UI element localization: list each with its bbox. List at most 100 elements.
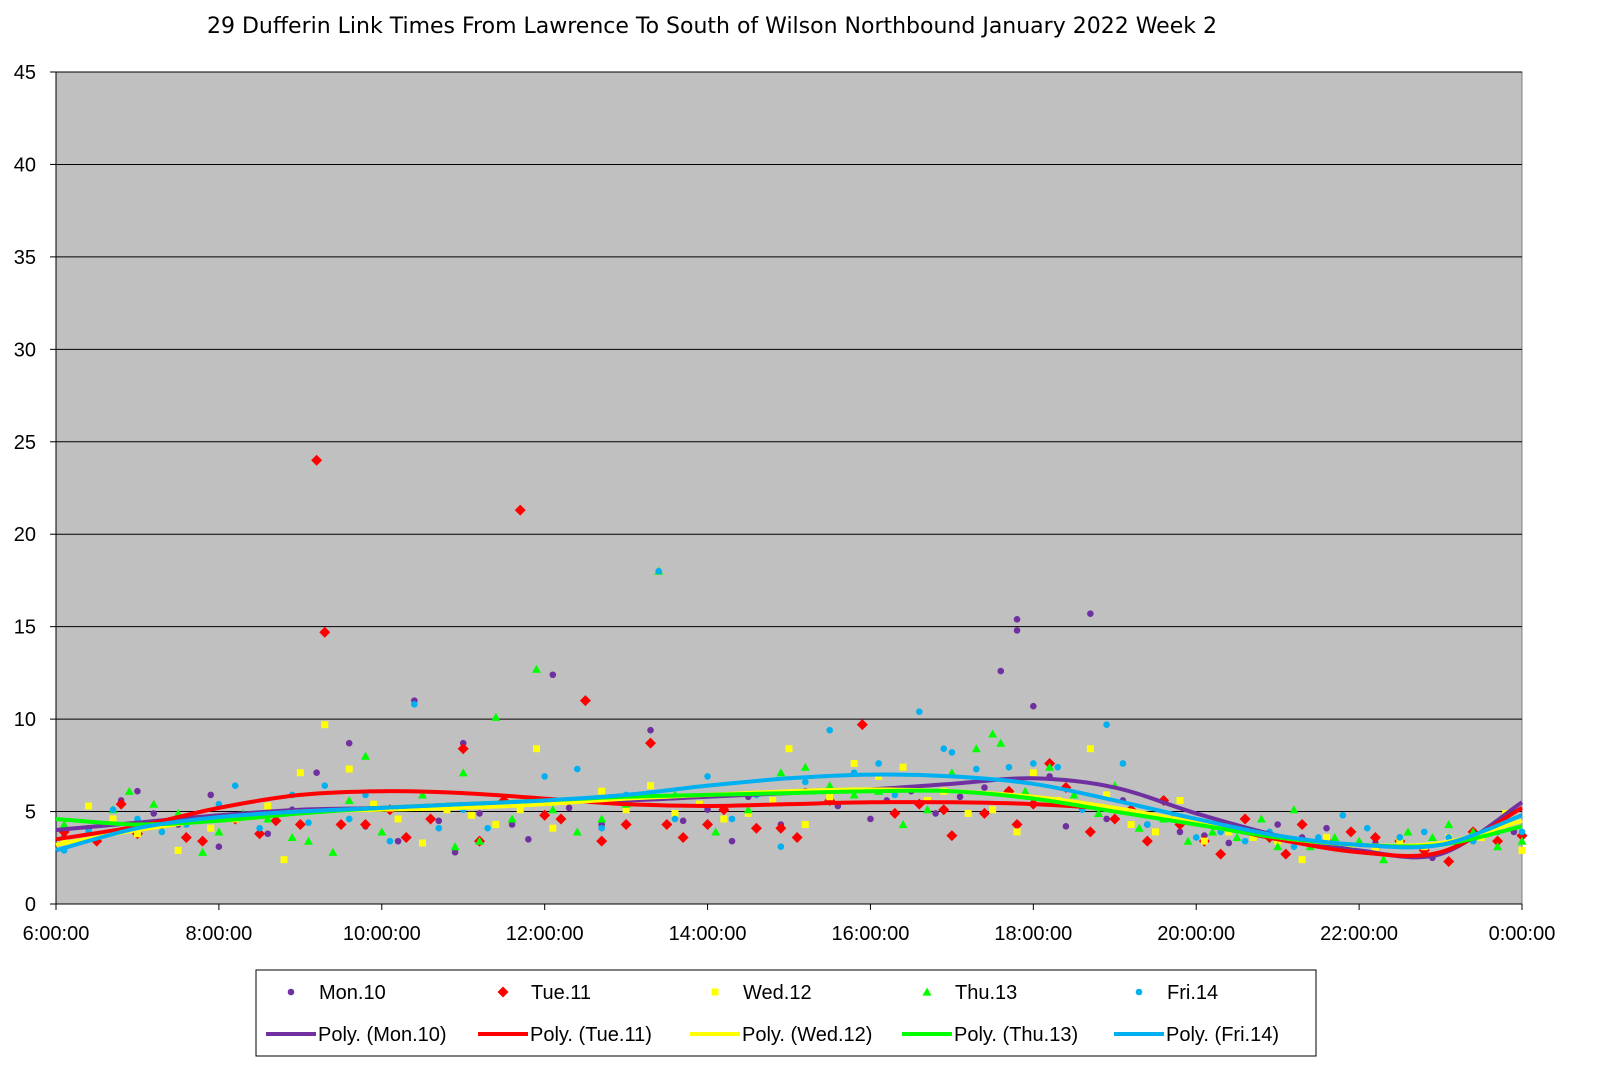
data-point xyxy=(971,744,981,753)
data-point xyxy=(679,817,687,825)
data-point xyxy=(825,781,835,790)
data-point xyxy=(394,815,402,823)
data-point xyxy=(180,831,192,843)
legend-item: Poly. (Tue.11) xyxy=(478,1024,652,1046)
data-point xyxy=(467,811,475,819)
legend-item: Poly. (Thu.13) xyxy=(902,1024,1078,1046)
data-point xyxy=(313,769,320,777)
data-point xyxy=(386,837,394,845)
data-point xyxy=(1396,837,1404,845)
data-point xyxy=(1345,826,1357,838)
data-point xyxy=(996,738,1006,747)
data-point xyxy=(214,827,224,836)
data-point xyxy=(791,831,803,843)
data-point xyxy=(1443,855,1455,867)
data-point xyxy=(491,712,501,721)
data-point xyxy=(1241,837,1249,845)
legend-label: Thu.13 xyxy=(955,982,1017,1004)
data-point xyxy=(1103,721,1110,728)
data-point xyxy=(525,835,532,843)
data-point xyxy=(360,751,370,760)
data-point xyxy=(1369,831,1381,843)
data-point xyxy=(776,768,786,777)
data-point xyxy=(572,827,582,836)
x-tick-label: 20:00:00 xyxy=(1157,923,1235,945)
data-point xyxy=(484,824,491,832)
data-point xyxy=(1330,832,1340,842)
data-point xyxy=(750,822,762,834)
legend-label: Fri.14 xyxy=(1167,982,1218,1004)
data-point xyxy=(158,828,166,836)
data-point xyxy=(1119,760,1127,767)
data-point xyxy=(801,778,809,786)
legend-item: Mon.10 xyxy=(287,982,386,1004)
data-point xyxy=(775,822,787,834)
data-point xyxy=(109,806,117,814)
trendlines xyxy=(55,772,1524,860)
data-point xyxy=(1403,827,1413,836)
data-point xyxy=(1084,826,1096,838)
data-point xyxy=(899,763,907,771)
data-point xyxy=(134,787,141,795)
data-point xyxy=(711,827,721,836)
data-point xyxy=(492,820,500,828)
y-tick-label: 25 xyxy=(14,432,36,454)
data-point xyxy=(889,807,901,819)
data-point xyxy=(1141,835,1153,847)
data-point xyxy=(989,806,997,814)
data-point xyxy=(597,814,607,823)
data-point xyxy=(1029,769,1037,777)
data-point xyxy=(319,626,331,638)
legend-marker xyxy=(922,987,932,996)
x-tick-label: 18:00:00 xyxy=(994,923,1072,945)
data-point xyxy=(1273,842,1283,851)
y-tick-label: 5 xyxy=(25,802,36,824)
data-point xyxy=(948,749,956,756)
data-point xyxy=(565,804,573,812)
data-point xyxy=(1201,832,1208,839)
data-point xyxy=(270,815,282,827)
data-point xyxy=(458,768,468,777)
data-point xyxy=(149,799,159,808)
data-point xyxy=(1493,842,1503,851)
data-point xyxy=(704,806,711,814)
data-point xyxy=(826,726,834,734)
x-tick-label: 10:00:00 xyxy=(343,923,421,945)
data-point xyxy=(345,765,353,773)
data-point xyxy=(1289,805,1299,814)
data-point xyxy=(198,847,208,856)
data-point xyxy=(1239,813,1251,825)
data-point xyxy=(328,847,338,856)
plot-area xyxy=(55,71,1523,905)
data-point xyxy=(1371,846,1379,854)
legend-marker xyxy=(1135,988,1143,996)
data-point xyxy=(345,739,353,747)
legend-item: Fri.14 xyxy=(1135,982,1218,1004)
data-point xyxy=(305,819,312,826)
data-point xyxy=(620,818,632,830)
data-point xyxy=(1215,848,1227,860)
data-point xyxy=(254,828,266,840)
data-point xyxy=(533,745,541,753)
data-point xyxy=(435,824,443,832)
data-point xyxy=(59,819,69,829)
legend-label: Poly. (Mon.10) xyxy=(318,1024,447,1046)
x-tick-label: 0:00:00 xyxy=(1489,923,1556,945)
data-point xyxy=(1030,760,1037,767)
chart-title: 29 Dufferin Link Times From Lawrence To … xyxy=(207,14,1217,39)
data-point xyxy=(344,795,354,805)
data-point xyxy=(677,831,689,843)
data-point xyxy=(555,813,567,825)
data-point xyxy=(1492,835,1504,847)
data-point xyxy=(335,818,347,830)
data-point xyxy=(704,773,711,780)
legend-label: Mon.10 xyxy=(319,982,386,1004)
data-point xyxy=(174,846,182,854)
data-point xyxy=(115,798,127,810)
data-point xyxy=(981,784,988,791)
data-point xyxy=(256,824,263,832)
data-point xyxy=(850,759,858,767)
data-point xyxy=(1087,610,1094,618)
data-point xyxy=(956,793,964,801)
